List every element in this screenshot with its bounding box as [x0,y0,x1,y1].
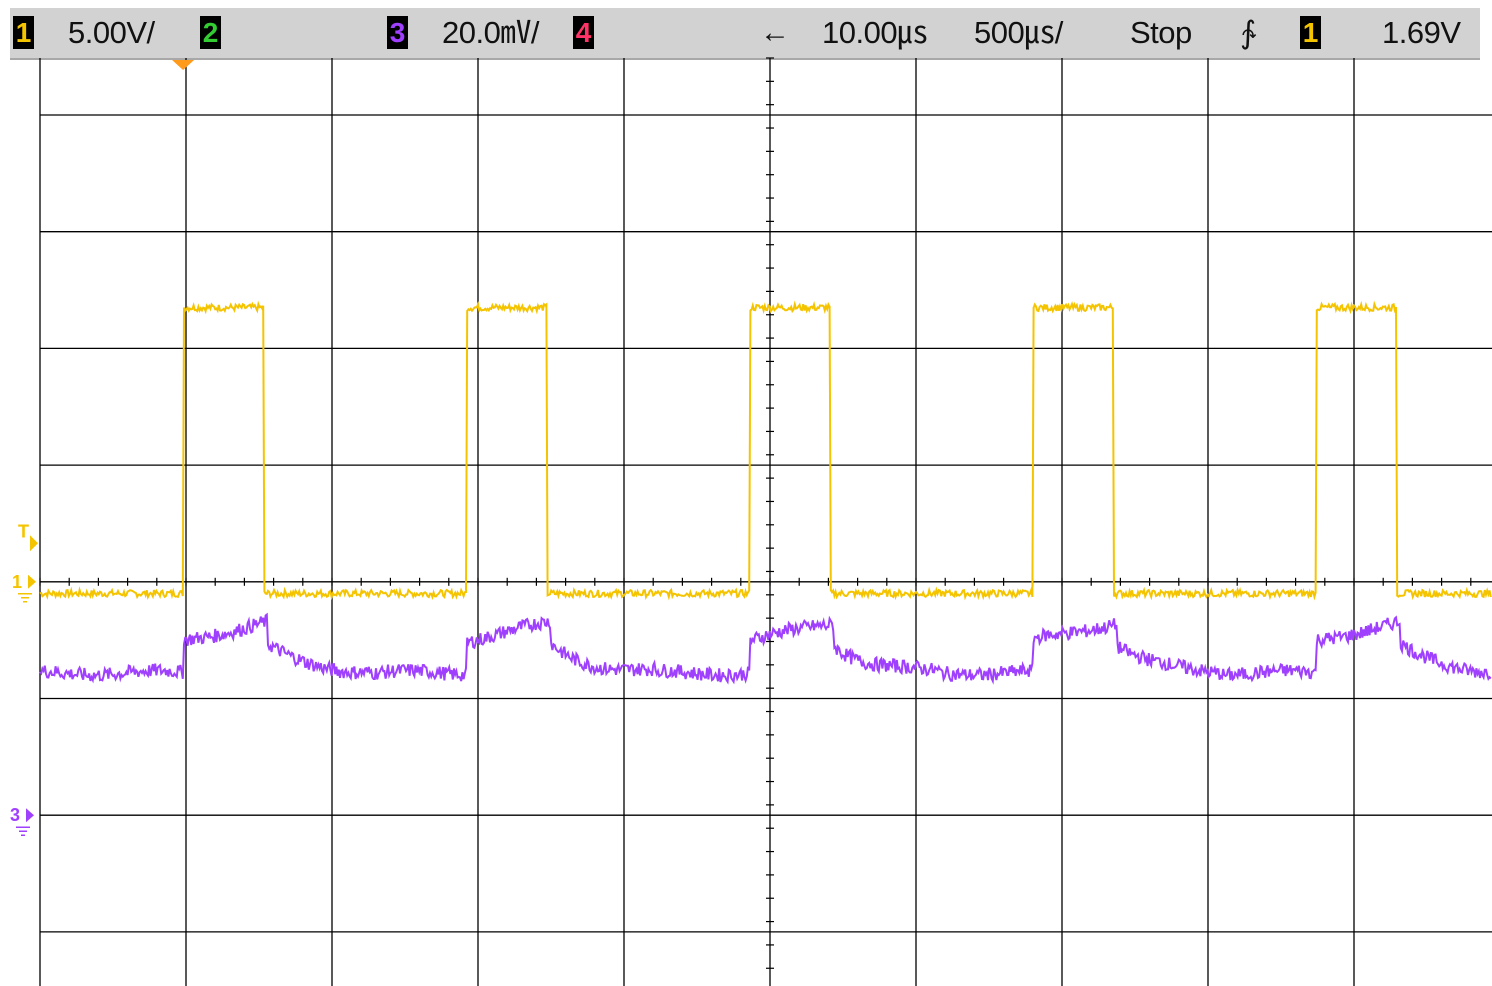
ch3-badge[interactable]: 3 [387,16,408,49]
ch3-trace [39,612,1492,685]
ch1-ground-label: 1 [12,572,22,592]
ch2-number: 2 [202,17,219,48]
ch4-badge[interactable]: 4 [573,16,594,49]
ch1-badge[interactable]: 1 [13,16,34,49]
ch1-trace [39,300,1492,601]
ch3-ground-icon [26,808,34,823]
traces [39,300,1492,685]
timebase-value[interactable]: 500㎲/ [974,15,1063,50]
trigger-position-icon [172,60,195,70]
delay-value[interactable]: 10.00㎲ [822,15,928,50]
ch3-number: 3 [389,17,406,48]
trigger-level-value[interactable]: 1.69V [1382,15,1461,50]
delay-arrow-icon: ← [760,16,790,49]
trigger-source-badge[interactable]: 1 [1300,16,1321,49]
trigger-source-number: 1 [1302,17,1319,48]
run-state[interactable]: Stop [1130,15,1192,50]
ch3-scale[interactable]: 20.0㎷/ [442,15,539,50]
trigger-level-icon [30,535,38,552]
ch3-ground-symbol-icon [16,826,30,836]
channel-markers: T 1 3 [10,60,195,836]
ch1-number: 1 [15,17,32,48]
status-bar: 1 5.00V/ 2 3 20.0㎷/ 4 ← 10.00㎲ 500㎲/ Sto… [10,8,1480,60]
ch2-badge[interactable]: 2 [200,16,221,49]
trigger-slope-icon[interactable]: ∱ [1240,15,1256,50]
ch4-number: 4 [575,17,592,48]
ch1-scale[interactable]: 5.00V/ [68,15,155,50]
ch1-ground-icon [28,574,36,589]
ch1-ground-symbol-icon [18,593,32,603]
graticule [39,57,1492,986]
trigger-level-label: T [18,521,29,541]
ch3-ground-label: 3 [10,805,20,825]
